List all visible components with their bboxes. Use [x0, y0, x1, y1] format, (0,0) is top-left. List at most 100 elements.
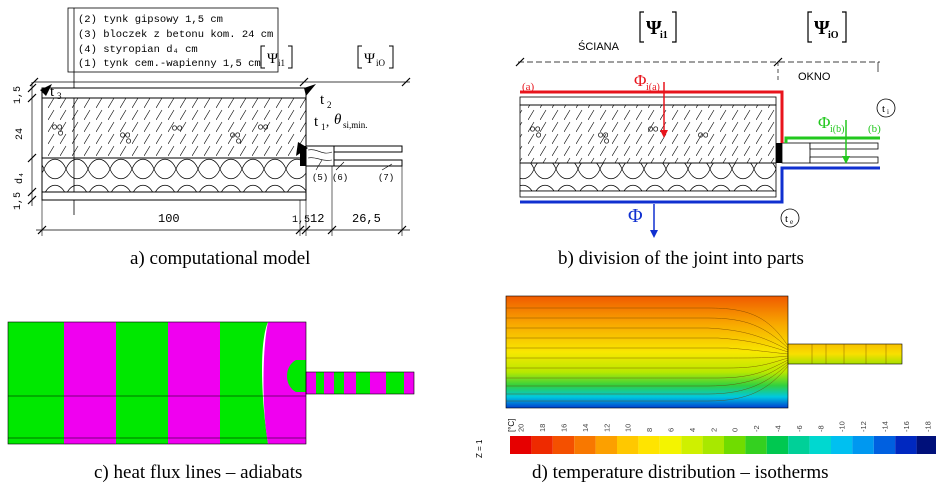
svg-text:3: 3 [57, 91, 62, 101]
temperature-scale: 20 18 16 14 12 10 8 6 4 2 0 -2 -4 -6 -8 -10 -12 -14 -16 -18 [510, 421, 936, 454]
scale-tick-label: 2 [709, 428, 718, 432]
scale-swatch [745, 436, 767, 454]
scale-tick-label: -18 [923, 421, 932, 432]
scale-swatch [510, 436, 532, 454]
isotherm-lines [506, 307, 887, 402]
psi-i1-bracket: Ψ i1 [260, 45, 293, 69]
scale-swatch [873, 436, 896, 454]
boundary-a-red [520, 90, 784, 143]
scale-tick-label: 18 [538, 424, 547, 432]
svg-text:ᴼ: ᴼ [536, 132, 541, 143]
scale-tick-label: 14 [581, 424, 590, 432]
dim-bottom-12: 12 [310, 212, 324, 226]
svg-text:ᴼᴼ: ᴼᴼ [530, 126, 540, 137]
ti-marker: t i [876, 98, 896, 118]
svg-text:iO: iO [376, 58, 386, 68]
concrete-layer-b [519, 104, 777, 164]
scale-tick-label: -14 [881, 421, 890, 432]
scale-tick-label: 4 [688, 428, 697, 432]
scale-swatch [831, 436, 853, 454]
glazing-pane-2 [333, 159, 403, 167]
scale-tick-label: 0 [731, 428, 740, 432]
svg-text:t: t [882, 103, 885, 115]
insulation-layer-b [519, 162, 777, 192]
svg-text:1: 1 [321, 122, 326, 132]
window-seal [300, 146, 306, 166]
scale-swatch [659, 436, 682, 454]
panel-b-drawing: Ψ i1 Ψ iO ŚCIANA OKNO ᴼᴼᴼ ᴼᴼᴼ ᴼᴼ ᴼᴼ Φ i(… [515, 11, 896, 238]
label-a: (a) [522, 81, 535, 93]
svg-text:i1: i1 [278, 58, 285, 68]
scale-swatch [595, 436, 617, 454]
svg-text:si,min.: si,min. [343, 120, 368, 130]
dim-left-2: 24 [15, 128, 26, 140]
scale-tick-label: 12 [602, 424, 611, 432]
svg-text:t: t [785, 213, 788, 225]
svg-text:i: i [887, 108, 889, 116]
caption-a: a) computational model [130, 248, 311, 269]
svg-text:i1: i1 [660, 30, 668, 41]
label-t2: t [320, 92, 325, 108]
panel-d-drawing: Z = 1 [°C] 20 18 16 14 12 10 8 6 4 2 0 -2 -4 -6 -8 -10-… [475, 295, 936, 458]
svg-text:ᴼᴼ: ᴼᴼ [120, 132, 130, 143]
caption-d: d) temperature distribution – isotherms [532, 462, 829, 483]
phi-b-label: Φ [818, 113, 830, 132]
panel-d-temperature: Z = 1 [°C] 20 18 16 14 12 10 8 6 4 2 0 -2 -4 -6 -8 -10-… [468, 286, 936, 462]
polystyrene-layer [41, 157, 307, 193]
scale-swatch [852, 436, 874, 454]
psi-io-bracket-b: Ψ iO [807, 11, 847, 43]
svg-text:ᴼᴼ: ᴼᴼ [598, 132, 608, 143]
scale-tick-label: -10 [838, 421, 847, 432]
scale-swatch [702, 436, 724, 454]
phi-label: Φ [628, 205, 643, 227]
scale-swatch [916, 436, 936, 454]
scale-swatch [531, 436, 553, 454]
svg-text:ᴼᴼ: ᴼᴼ [698, 132, 708, 143]
scale-tick-label: 16 [560, 424, 569, 432]
window-temperature-field [787, 343, 903, 365]
svg-text:ᴼᴼ: ᴼᴼ [258, 124, 268, 135]
label-b: (b) [868, 123, 881, 135]
svg-text:e: e [790, 218, 793, 226]
svg-text:,: , [326, 114, 329, 129]
scale-tick-label: -16 [902, 421, 911, 432]
scale-tick-label: -4 [774, 425, 783, 432]
window-frame [305, 145, 335, 167]
svg-text:Ψ: Ψ [646, 17, 662, 39]
caption-b: b) division of the joint into parts [558, 248, 804, 269]
scale-swatch [552, 436, 575, 454]
boundary-b-green [784, 136, 880, 143]
legend-line-1: (1) tynk cem.-wapienny 1,5 cm [78, 58, 261, 70]
scale-swatch [681, 436, 703, 454]
svg-text:Ψ: Ψ [814, 17, 830, 39]
scale-swatch [809, 436, 831, 454]
wall-temperature-field [505, 295, 789, 409]
psi-i1-bracket-b: Ψ i1 [639, 11, 677, 43]
svg-text:ᴼᴼ: ᴼᴼ [52, 124, 62, 135]
label-sciana: ŚCIANA [578, 40, 620, 53]
marker-6: (6) [332, 173, 348, 183]
legend-line-2: (2) tynk gipsowy 1,5 cm [78, 14, 223, 26]
scale-swatch [766, 436, 789, 454]
legend-line-3: (3) bloczek z betonu kom. 24 cm [78, 29, 273, 41]
panel-a-drawing: (2) tynk gipsowy 1,5 cm (3) bloczek z be… [13, 7, 411, 236]
scale-tick-label: 8 [645, 428, 654, 432]
scale-tick-label: -8 [816, 425, 825, 432]
cement-lime-plaster-layer [41, 191, 307, 201]
svg-text:iO: iO [828, 30, 839, 41]
dim-bottom-100: 100 [158, 212, 180, 226]
label-theta: θ [334, 112, 342, 128]
svg-text:ᴼ: ᴼ [126, 138, 131, 149]
label-okno: OKNO [798, 71, 831, 83]
scale-tick-label: -6 [795, 425, 804, 432]
svg-text:ᴼ: ᴼ [236, 138, 241, 149]
scale-tick-label: 20 [517, 424, 526, 432]
marker-5: (5) [312, 173, 328, 183]
phi-a-label: Φ [634, 71, 646, 90]
scale-tick-label: 10 [624, 424, 633, 432]
z-label: Z = 1 [475, 439, 484, 458]
scale-swatch [574, 436, 596, 454]
adiabat-bands [8, 322, 414, 444]
svg-text:ᴼᴼ: ᴼᴼ [172, 125, 182, 136]
svg-text:i(a): i(a) [646, 82, 660, 93]
